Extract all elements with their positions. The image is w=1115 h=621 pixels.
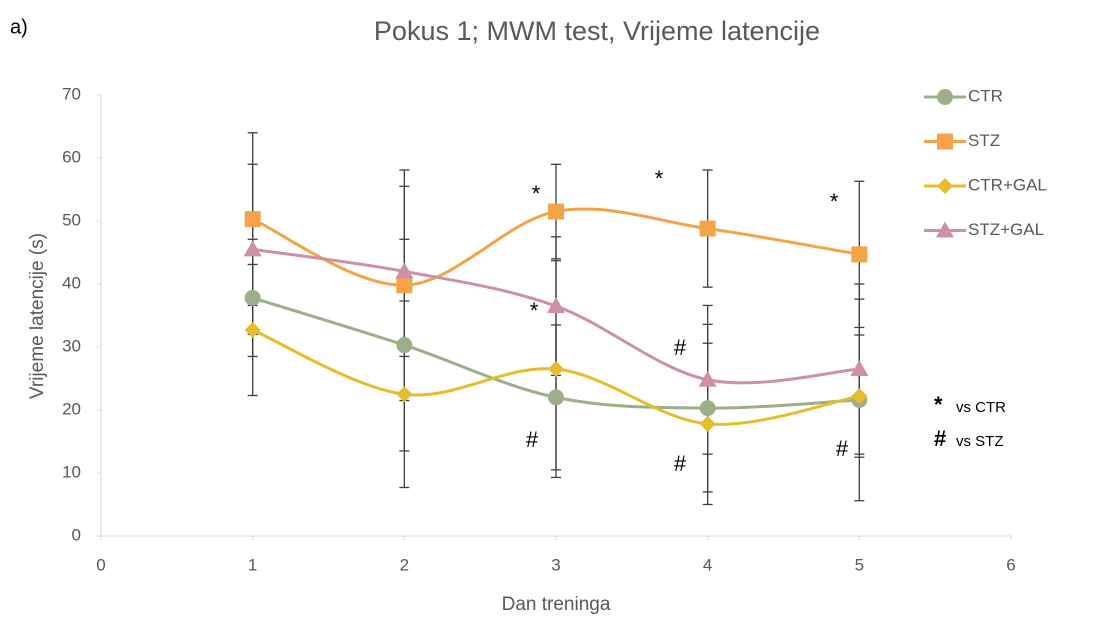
- y-tick-label: 0: [72, 525, 81, 544]
- x-tick-label: 0: [96, 555, 105, 574]
- marker: [396, 386, 413, 403]
- annotation: #: [674, 335, 687, 360]
- marker: [936, 221, 954, 238]
- marker: [851, 246, 868, 263]
- legend-label: STZ+GAL: [968, 220, 1044, 239]
- marker: [244, 289, 261, 306]
- y-tick-label: 20: [62, 399, 81, 418]
- y-tick-label: 60: [62, 147, 81, 166]
- marker: [850, 360, 869, 377]
- chart-title: Pokus 1; MWM test, Vrijeme latencije: [374, 16, 820, 46]
- y-tick-label: 30: [62, 336, 81, 355]
- marker: [851, 388, 868, 405]
- marker: [547, 297, 565, 314]
- x-tick-label: 5: [855, 555, 864, 574]
- x-tick-label: 2: [400, 555, 409, 574]
- key-symbol: *: [934, 392, 943, 417]
- marker: [937, 178, 953, 194]
- marker: [244, 211, 261, 228]
- marker: [395, 262, 414, 279]
- panel-label: a): [10, 16, 28, 38]
- marker: [699, 415, 716, 432]
- y-tick-label: 10: [62, 462, 81, 481]
- key-text: vs STZ: [956, 433, 1004, 450]
- y-axis-label: Vrijeme latencije (s): [27, 233, 48, 399]
- annotation: #: [674, 451, 687, 476]
- annotation: *: [830, 189, 839, 214]
- marker: [244, 321, 261, 338]
- legend-label: STZ: [968, 131, 1000, 150]
- annotation: *: [532, 181, 541, 206]
- marker: [243, 240, 262, 257]
- annotation: #: [836, 436, 849, 461]
- y-tick-label: 40: [62, 273, 81, 292]
- marker: [698, 370, 717, 387]
- legend-label: CTR: [968, 86, 1003, 105]
- annotation: *: [655, 166, 664, 191]
- marker: [548, 203, 564, 220]
- marker: [699, 400, 716, 417]
- legend-label: CTR+GAL: [968, 175, 1047, 194]
- x-tick-label: 4: [703, 555, 712, 574]
- x-tick-label: 1: [248, 555, 257, 574]
- marker: [548, 361, 564, 378]
- key-text: vs CTR: [956, 399, 1006, 416]
- x-axis-label: Dan treninga: [502, 594, 611, 615]
- marker: [396, 337, 413, 354]
- annotation: *: [530, 298, 539, 323]
- marker: [548, 389, 564, 406]
- annotation: #: [526, 427, 539, 452]
- marker: [396, 277, 413, 294]
- y-tick-label: 70: [62, 84, 81, 103]
- marker: [937, 133, 953, 150]
- marker: [699, 220, 716, 237]
- marker: [937, 89, 953, 105]
- key-symbol: #: [934, 426, 946, 451]
- y-tick-label: 50: [62, 210, 81, 229]
- x-tick-label: 6: [1006, 555, 1015, 574]
- x-tick-label: 3: [551, 555, 560, 574]
